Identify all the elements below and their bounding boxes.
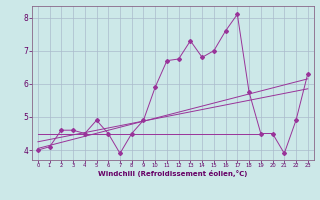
X-axis label: Windchill (Refroidissement éolien,°C): Windchill (Refroidissement éolien,°C) xyxy=(98,170,247,177)
